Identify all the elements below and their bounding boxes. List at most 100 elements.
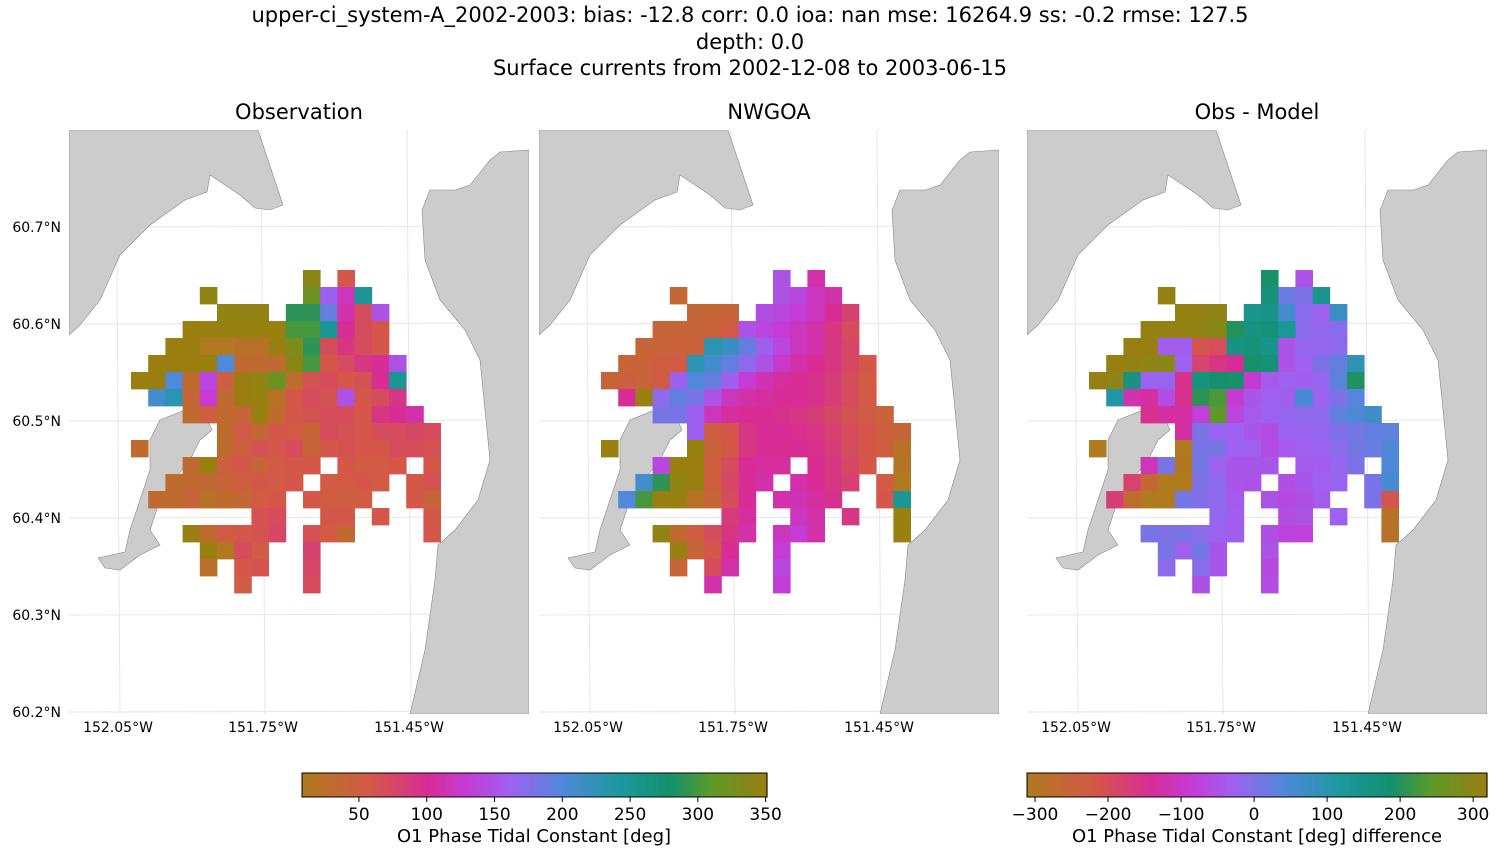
data-cell xyxy=(234,321,252,339)
data-cell xyxy=(1175,355,1193,373)
colorbar-segment xyxy=(1107,773,1112,797)
data-cell xyxy=(704,559,722,577)
data-cell xyxy=(824,406,843,424)
data-cell xyxy=(285,372,304,390)
colorbar-label-phase: O1 Phase Tidal Constant [deg] xyxy=(396,826,672,847)
data-cell xyxy=(1175,423,1193,441)
colorbar-segment xyxy=(650,773,656,797)
data-cell xyxy=(841,338,860,356)
colorbar-segment xyxy=(534,773,539,797)
colorbar-segment xyxy=(464,773,470,797)
colorbar-segment xyxy=(499,773,505,797)
colorbar-segment xyxy=(402,773,408,797)
colorbar-segment xyxy=(491,773,497,797)
colorbar-segment xyxy=(1287,773,1293,797)
colorbar-segment xyxy=(1157,773,1162,797)
data-cell xyxy=(721,491,739,509)
colorbar-segment xyxy=(1326,773,1331,797)
colorbar-segment xyxy=(387,773,392,797)
data-cell xyxy=(721,372,739,390)
data-cell xyxy=(807,304,825,322)
data-cell xyxy=(824,321,843,339)
data-cell xyxy=(738,423,757,441)
data-cell xyxy=(1243,423,1262,441)
data-cell xyxy=(406,491,424,509)
data-cell xyxy=(773,423,791,441)
data-cell xyxy=(652,406,671,424)
colorbar-segment xyxy=(1092,773,1097,797)
data-cell xyxy=(337,372,355,390)
colorbar-segment xyxy=(1207,773,1212,797)
data-cell xyxy=(1192,372,1210,390)
data-cell xyxy=(234,474,252,492)
colorbar-segment xyxy=(1057,773,1063,797)
data-cell xyxy=(320,321,338,339)
data-cell xyxy=(1226,474,1245,492)
colorbar-segment xyxy=(1111,773,1116,797)
colorbar-segment xyxy=(433,773,439,797)
data-cell xyxy=(755,423,774,441)
data-cell xyxy=(1209,559,1227,577)
data-cell xyxy=(755,321,774,339)
colorbar-segment xyxy=(1444,773,1450,797)
colorbar-segment xyxy=(344,773,350,797)
data-cell xyxy=(807,406,825,424)
data-cell xyxy=(652,525,671,543)
data-cell xyxy=(738,321,757,339)
colorbar-segment xyxy=(1122,773,1128,797)
data-cell xyxy=(320,474,338,492)
data-cell xyxy=(790,525,808,543)
data-cell xyxy=(721,355,739,373)
data-cell xyxy=(1209,491,1227,509)
data-cell xyxy=(1243,355,1262,373)
data-cell xyxy=(354,372,373,390)
colorbar-segment xyxy=(1291,773,1296,797)
data-cell xyxy=(371,423,390,441)
data-cell xyxy=(755,457,774,475)
data-cell xyxy=(669,525,688,543)
data-cell xyxy=(1295,474,1313,492)
colorbar-segment xyxy=(1456,773,1461,797)
data-cell xyxy=(755,372,774,390)
colorbar-segment xyxy=(468,773,474,797)
data-cell xyxy=(1123,372,1141,390)
data-cell xyxy=(704,304,722,322)
colorbar-segment xyxy=(565,773,570,797)
colorbar-segment xyxy=(1226,773,1231,797)
data-cell xyxy=(320,287,338,305)
data-cell xyxy=(1175,525,1193,543)
data-cell xyxy=(755,389,774,407)
colorbar-segment xyxy=(755,773,760,797)
data-cell xyxy=(182,474,201,492)
data-cell xyxy=(1209,355,1227,373)
data-cell xyxy=(773,542,791,560)
data-cell xyxy=(199,525,218,543)
data-cell xyxy=(1140,525,1159,543)
data-cell xyxy=(1261,270,1279,288)
data-cell xyxy=(1261,457,1279,475)
data-cell xyxy=(354,355,373,373)
data-cell xyxy=(738,338,757,356)
colorbar-segment xyxy=(1245,773,1250,797)
colorbar-segment xyxy=(457,773,462,797)
data-cell xyxy=(1140,457,1159,475)
data-cell xyxy=(1278,491,1296,509)
data-cell xyxy=(1226,423,1245,441)
data-cell xyxy=(1278,440,1296,458)
data-cell xyxy=(738,440,757,458)
data-cell xyxy=(199,542,218,560)
data-cell xyxy=(893,508,911,526)
data-cell xyxy=(704,389,722,407)
data-cell xyxy=(790,287,808,305)
data-cell xyxy=(1295,372,1313,390)
data-cell xyxy=(199,355,218,373)
data-cell xyxy=(1106,355,1124,373)
data-cell xyxy=(824,287,843,305)
data-cell xyxy=(669,542,688,560)
colorbar-segment xyxy=(1172,773,1178,797)
data-cell xyxy=(755,304,774,322)
land-peninsula xyxy=(1055,409,1171,571)
colorbar-segment xyxy=(1050,773,1055,797)
data-cell xyxy=(893,440,911,458)
data-cell xyxy=(354,338,373,356)
